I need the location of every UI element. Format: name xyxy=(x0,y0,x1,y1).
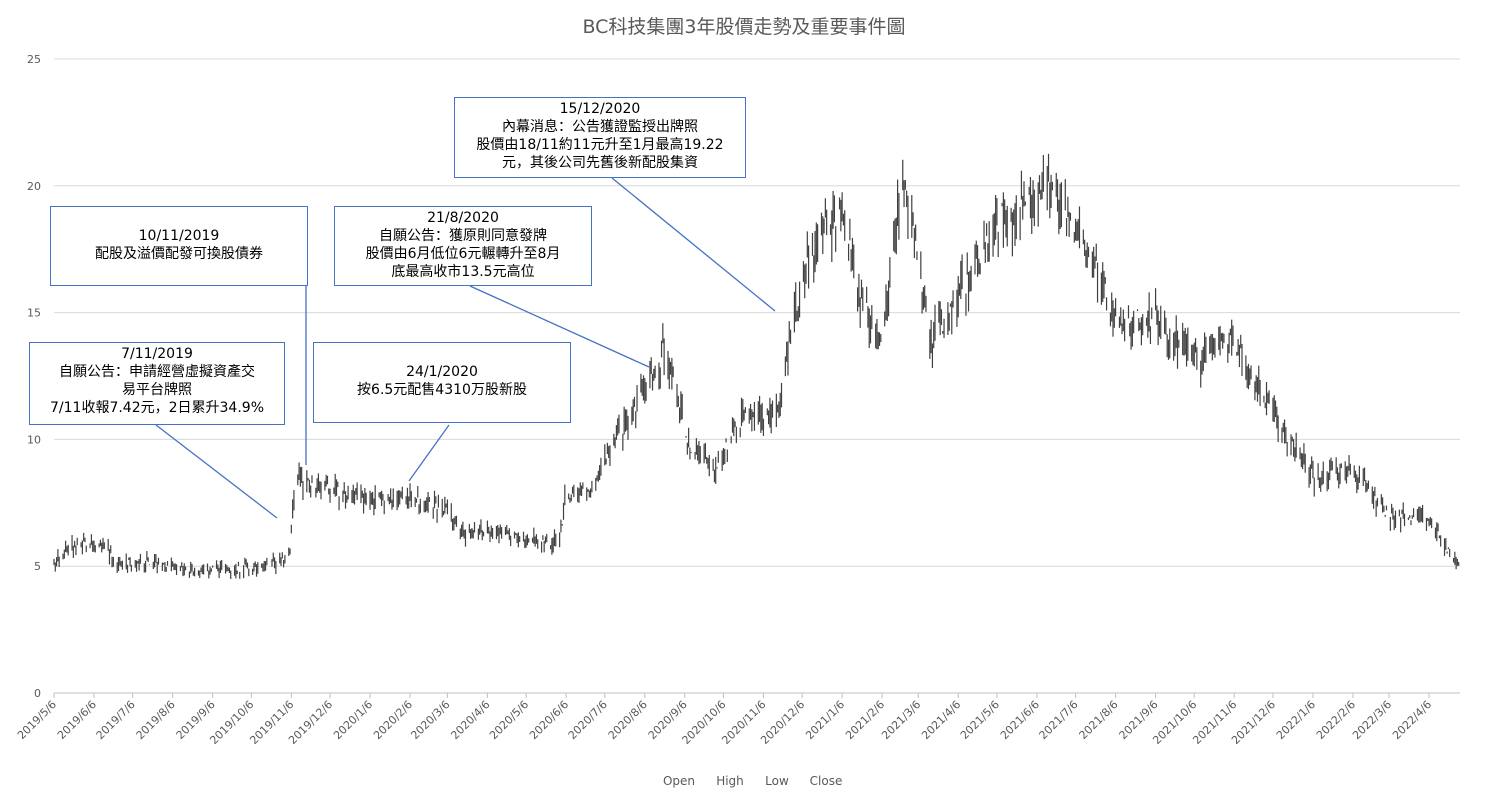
y-tick-label: 5 xyxy=(34,560,41,573)
annotation-line: 21/8/2020 xyxy=(427,210,499,226)
annotation-line: 元，其後公司先舊後新配股集資 xyxy=(502,155,698,171)
x-tick-label: 2022/3/6 xyxy=(1350,698,1394,742)
x-axis: 2019/5/62019/6/62019/7/62019/8/62019/9/6… xyxy=(15,693,1434,747)
x-tick-label: 2021/3/6 xyxy=(879,698,923,742)
x-tick-label: 2022/4/6 xyxy=(1390,698,1434,742)
legend: Open High Low Close xyxy=(663,774,842,788)
x-tick-label: 2021/8/6 xyxy=(1077,698,1121,742)
annotation-line: 股價由6月低位6元輾轉升至8月 xyxy=(365,246,561,262)
annotation-leader-line xyxy=(155,424,278,519)
x-tick-label: 2019/6/6 xyxy=(55,698,99,742)
x-tick-label: 2021/5/6 xyxy=(958,698,1002,742)
legend-low: Low xyxy=(765,774,789,788)
price-series xyxy=(53,153,1460,579)
annotation-2020-01-24: 24/1/2020 按6.5元配售4310万股新股 xyxy=(313,342,571,423)
y-tick-label: 10 xyxy=(27,433,41,446)
annotation-line: 10/11/2019 xyxy=(138,228,220,244)
annotation-line: 股價由18/11約11元升至1月最高19.22 xyxy=(476,137,724,153)
annotation-line: 自願公告：獲原則同意發牌 xyxy=(379,228,547,244)
annotation-line: 7/11/2019 xyxy=(121,346,193,362)
x-tick-label: 2019/8/6 xyxy=(134,698,178,742)
annotation-line: 配股及溢價配發可換股債券 xyxy=(95,246,263,262)
annotation-line: 自願公告：申請經營虛擬資產交 xyxy=(59,364,255,380)
annotation-line: 7/11收報7.42元，2日累升34.9% xyxy=(50,400,264,416)
annotation-2019-11-07: 7/11/2019 自願公告：申請經營虛擬資產交 易平台牌照 7/11收報7.4… xyxy=(29,342,285,425)
x-tick-label: 2021/6/6 xyxy=(998,698,1042,742)
legend-high: High xyxy=(716,774,744,788)
x-tick-label: 2020/2/6 xyxy=(371,698,415,742)
annotation-line: 按6.5元配售4310万股新股 xyxy=(357,382,527,398)
x-tick-label: 2021/4/6 xyxy=(919,698,963,742)
annotation-leader-line xyxy=(469,285,650,368)
annotation-2020-08-21: 21/8/2020 自願公告：獲原則同意發牌 股價由6月低位6元輾轉升至8月 底… xyxy=(334,206,592,286)
x-tick-label: 2019/7/6 xyxy=(94,698,138,742)
x-tick-label: 2022/1/6 xyxy=(1274,698,1318,742)
annotation-2019-11-10: 10/11/2019 配股及溢價配發可換股債券 xyxy=(50,206,308,286)
x-tick-label: 2020/5/6 xyxy=(487,698,531,742)
x-tick-label: 2020/3/6 xyxy=(408,698,452,742)
x-tick-label: 2020/7/6 xyxy=(566,698,610,742)
annotation-leader-line xyxy=(408,424,450,482)
annotation-line: 15/12/2020 xyxy=(559,101,641,117)
annotation-leader-line xyxy=(611,177,776,312)
annotation-line: 內幕消息：公告獲證監授出牌照 xyxy=(502,119,698,135)
x-tick-label: 2021/1/6 xyxy=(803,698,847,742)
legend-open: Open xyxy=(663,774,695,788)
annotation-leader-lines xyxy=(155,177,776,519)
annotation-2020-12-15: 15/12/2020 內幕消息：公告獲證監授出牌照 股價由18/11約11元升至… xyxy=(454,97,746,178)
x-tick-label: 2021/7/6 xyxy=(1037,698,1081,742)
y-axis: 0 5 10 15 20 25 xyxy=(27,53,41,700)
y-tick-label: 25 xyxy=(27,53,41,66)
x-tick-label: 2020/1/6 xyxy=(331,698,375,742)
y-tick-label: 0 xyxy=(34,687,41,700)
chart-title: BC科技集團3年股價走勢及重要事件圖 xyxy=(582,16,905,38)
legend-close: Close xyxy=(810,774,843,788)
x-tick-label: 2020/4/6 xyxy=(448,698,492,742)
annotation-line: 底最高收市13.5元高位 xyxy=(391,264,535,280)
x-tick-label: 2020/6/6 xyxy=(527,698,571,742)
x-tick-label: 2020/8/6 xyxy=(606,698,650,742)
y-tick-label: 15 xyxy=(27,307,41,320)
annotation-line: 24/1/2020 xyxy=(406,364,478,380)
y-tick-label: 20 xyxy=(27,180,41,193)
x-tick-label: 2019/5/6 xyxy=(15,698,59,742)
gridlines xyxy=(54,58,1460,694)
annotation-line: 易平台牌照 xyxy=(122,382,192,398)
